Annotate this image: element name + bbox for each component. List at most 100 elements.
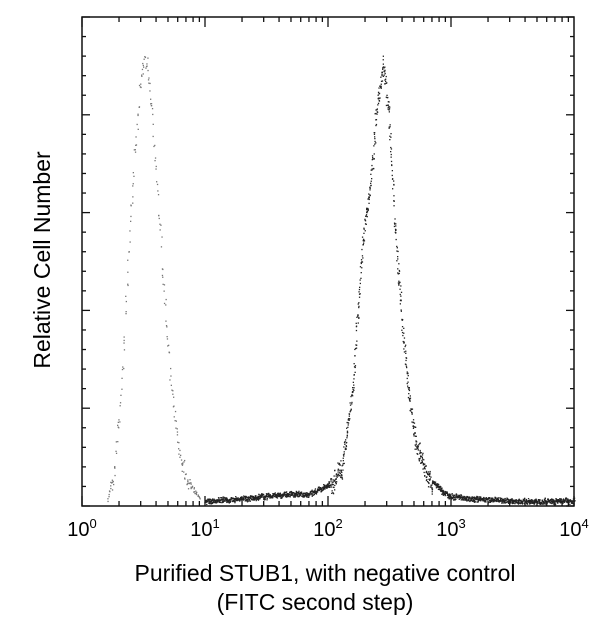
histogram-point — [298, 490, 300, 492]
histogram-point — [221, 502, 223, 504]
histogram-point — [529, 503, 531, 505]
histogram-point — [390, 146, 392, 149]
histogram-point — [363, 240, 366, 242]
histogram-point — [298, 492, 300, 494]
histogram-point — [159, 223, 161, 225]
histogram-point — [401, 319, 403, 321]
histogram-point — [569, 499, 572, 501]
histogram-point — [135, 136, 137, 138]
histogram-point — [523, 502, 525, 505]
histogram-point — [418, 443, 421, 445]
histogram-point — [162, 276, 164, 278]
histogram-point — [458, 495, 460, 498]
histogram-point — [123, 336, 125, 338]
histogram-point — [405, 359, 407, 362]
histogram-point — [359, 279, 361, 281]
histogram-point — [403, 341, 405, 343]
histogram-point — [250, 497, 252, 500]
histogram-point — [361, 267, 363, 269]
histogram-point — [165, 325, 168, 327]
histogram-point — [122, 366, 124, 368]
histogram-point — [338, 463, 340, 465]
histogram-point — [356, 316, 358, 318]
histogram-point — [500, 500, 502, 503]
histogram-point — [331, 481, 333, 483]
histogram-point — [118, 427, 120, 429]
histogram-point — [315, 490, 317, 492]
histogram-point — [365, 215, 367, 217]
histogram-point — [215, 501, 217, 503]
histogram-point — [248, 498, 250, 501]
histogram-point — [419, 449, 421, 452]
histogram-point — [530, 499, 533, 501]
histogram-point — [435, 483, 438, 485]
histogram-point — [451, 493, 453, 495]
histogram-point — [515, 499, 517, 501]
histogram-point — [355, 344, 357, 346]
histogram-point — [544, 499, 546, 501]
histogram-point — [415, 448, 418, 450]
histogram-point — [176, 428, 178, 430]
histogram-point — [562, 499, 564, 501]
histogram-point — [428, 473, 430, 475]
histogram-point — [204, 502, 206, 504]
histogram-point — [468, 500, 470, 502]
histogram-point — [171, 389, 173, 391]
histogram-point — [527, 501, 529, 503]
histogram-point — [330, 478, 332, 480]
histogram-point — [412, 425, 415, 427]
histogram-point — [406, 382, 408, 385]
histogram-point — [272, 497, 274, 499]
histogram-point — [314, 488, 317, 490]
histogram-point — [151, 108, 154, 110]
histogram-point — [349, 404, 352, 406]
histogram-point — [513, 501, 515, 503]
histogram-point — [184, 473, 187, 476]
histogram-point — [454, 494, 456, 497]
histogram-point — [566, 501, 568, 503]
histogram-point — [405, 352, 407, 354]
histogram-point — [519, 502, 521, 504]
histogram-point — [176, 434, 179, 436]
histogram-point — [517, 499, 519, 501]
histogram-point — [352, 387, 354, 389]
histogram-point — [258, 496, 260, 499]
histogram-point — [165, 320, 167, 322]
histogram-point — [522, 501, 524, 503]
histogram-point — [297, 495, 299, 497]
histogram-point — [333, 486, 335, 489]
histogram-point — [396, 245, 398, 248]
histogram-point — [292, 495, 294, 497]
histogram-point — [356, 340, 358, 342]
histogram-point — [108, 496, 110, 498]
histogram-point — [134, 149, 136, 151]
histogram-point — [285, 492, 287, 494]
histogram-point — [469, 499, 471, 501]
histogram-point — [233, 499, 235, 501]
histogram-point — [193, 488, 195, 490]
histogram-point — [389, 126, 391, 128]
histogram-point — [265, 495, 267, 497]
histogram-point — [358, 288, 361, 291]
histogram-point — [483, 500, 485, 502]
histogram-point — [395, 223, 397, 225]
histogram-point — [429, 486, 431, 488]
histogram-point — [412, 419, 415, 421]
histogram-point — [367, 209, 369, 211]
histogram-point — [330, 484, 332, 486]
histogram-point — [449, 495, 451, 498]
histogram-point — [396, 247, 398, 249]
histogram-point — [284, 492, 286, 494]
histogram-point — [344, 447, 347, 449]
histogram-point — [484, 500, 487, 502]
histogram-point — [335, 473, 338, 476]
histogram-point — [380, 80, 383, 82]
histogram-point — [265, 496, 267, 498]
histogram-point — [453, 499, 455, 501]
histogram-point — [385, 96, 387, 98]
histogram-point — [241, 496, 243, 498]
histogram-point — [449, 493, 451, 495]
histogram-point — [345, 445, 347, 447]
histogram-point — [387, 104, 389, 106]
histogram-point — [390, 136, 392, 138]
